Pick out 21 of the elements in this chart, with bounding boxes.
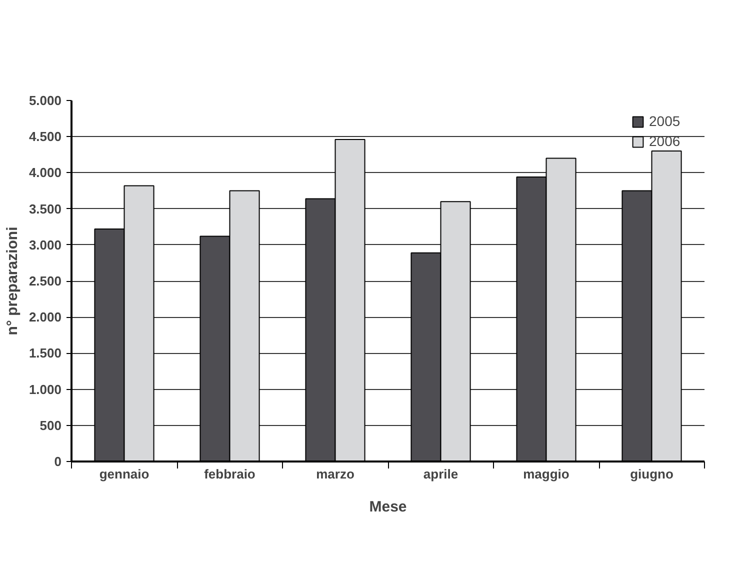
x-tick-label: giugno [630,466,674,482]
y-axis-title: n° preparazioni [4,226,21,336]
x-tick-label: febbraio [204,466,256,482]
y-tick-label: 2.000 [28,310,62,325]
x-tick-label: gennaio [99,466,150,482]
legend-label: 2006 [649,133,680,149]
x-tick-label: maggio [523,466,570,482]
y-tick-label: 500 [40,418,62,433]
y-tick-label: 4.000 [28,165,62,180]
y-tick-label: 2.500 [28,274,62,288]
y-tick-label: 3.500 [28,201,62,216]
y-tick-label: 5.000 [28,93,62,108]
y-tick-label: 4.500 [28,129,62,144]
y-tick-label: 3.000 [28,237,62,252]
y-tick-label: 0 [54,454,62,469]
x-axis-title: Mese [369,498,407,516]
x-tick-label: aprile [423,466,458,482]
x-tick-label: marzo [316,466,354,482]
y-tick-label: 1.500 [28,346,62,361]
legend-label: 2005 [649,113,680,129]
y-tick-label: 1.000 [28,382,62,397]
